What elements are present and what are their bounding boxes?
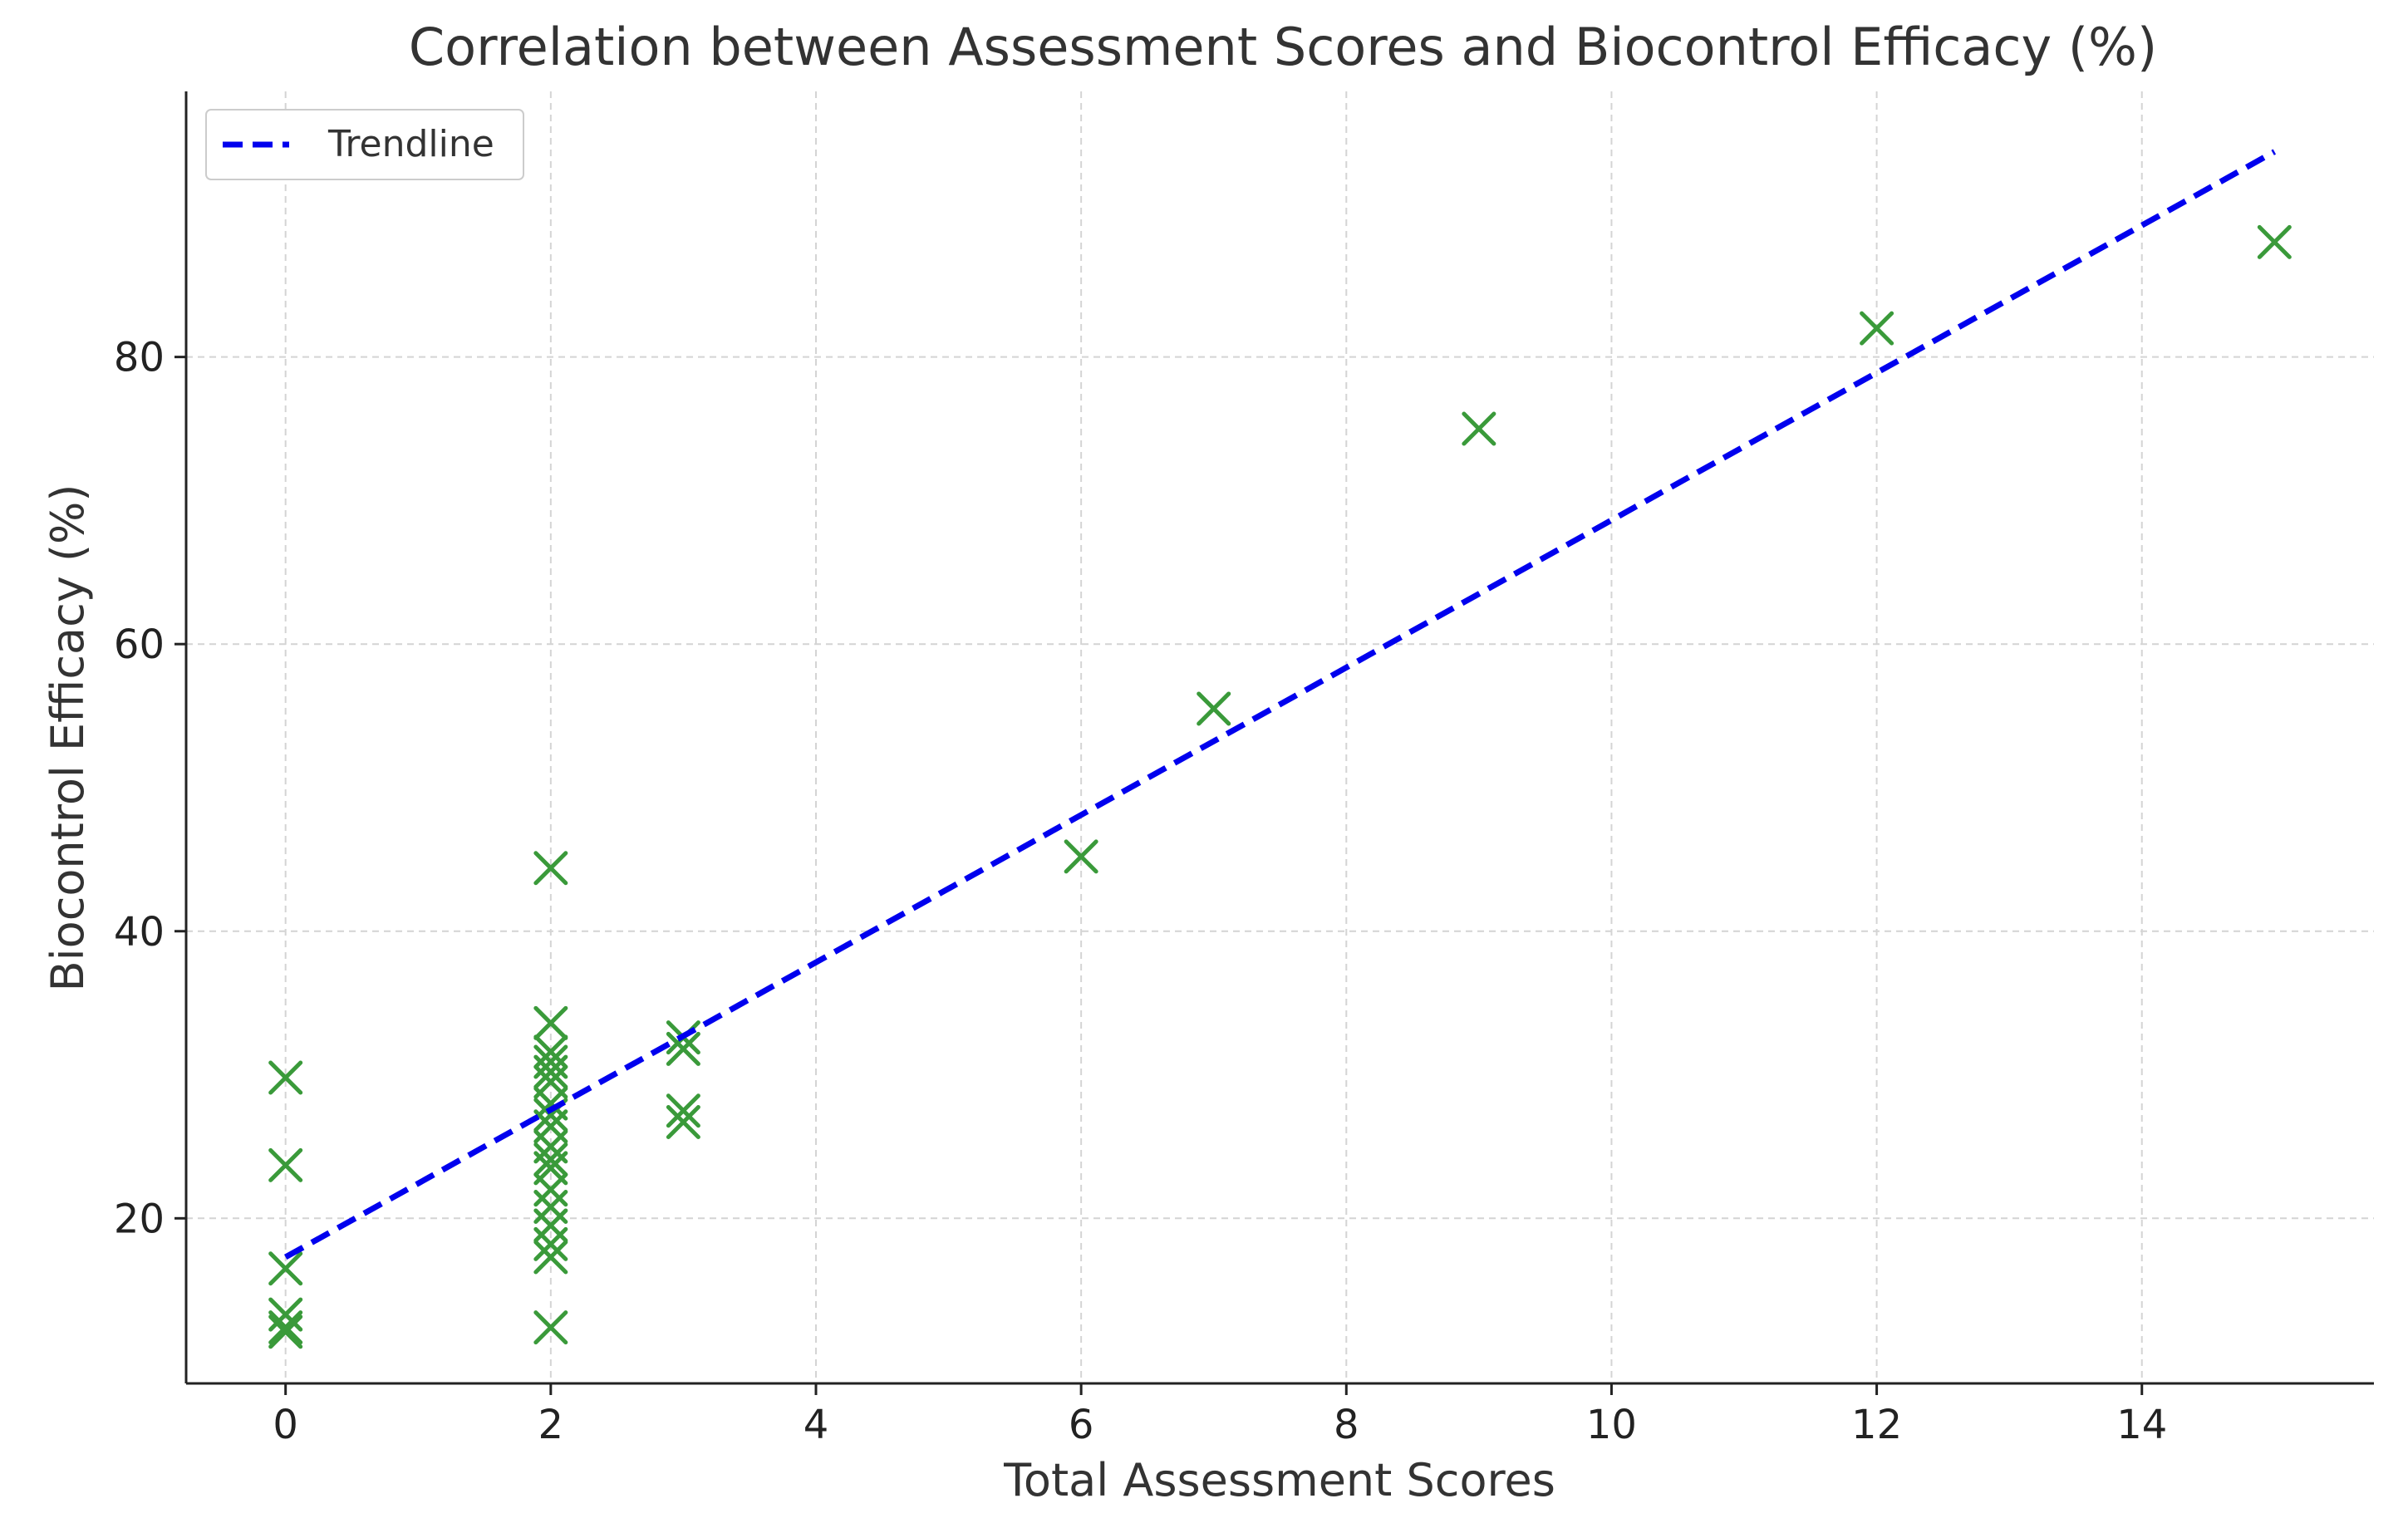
data-point bbox=[533, 851, 568, 886]
x-tick-label: 8 bbox=[1334, 1402, 1359, 1448]
data-point-stroke bbox=[533, 1226, 568, 1261]
data-point-stroke bbox=[533, 1086, 568, 1121]
data-point-stroke bbox=[268, 1147, 303, 1182]
data-point-stroke bbox=[533, 1310, 568, 1345]
legend-box bbox=[205, 109, 524, 180]
x-tick-label: 14 bbox=[2116, 1402, 2167, 1448]
data-point-stroke bbox=[1064, 839, 1098, 874]
y-tick-label: 60 bbox=[114, 621, 165, 668]
x-tick-label: 2 bbox=[538, 1402, 564, 1448]
data-point-stroke bbox=[1197, 691, 1231, 726]
data-point bbox=[666, 1031, 700, 1066]
ticks: 0 2 4 6 8 10 12 14 20 40 60 80 bbox=[114, 335, 2167, 1448]
data-point bbox=[533, 1086, 568, 1121]
x-tick-label: 6 bbox=[1069, 1402, 1094, 1448]
trendline bbox=[283, 149, 2277, 1260]
data-point bbox=[268, 1251, 303, 1286]
x-tick-label: 10 bbox=[1586, 1402, 1637, 1448]
data-point bbox=[1860, 311, 1894, 346]
data-point-stroke bbox=[1860, 311, 1894, 346]
data-point-stroke bbox=[533, 1054, 568, 1089]
y-axis-label: Biocontrol Efficacy (%) bbox=[42, 484, 94, 992]
data-point bbox=[268, 1310, 303, 1345]
grid-lines bbox=[186, 91, 2374, 1383]
data-point bbox=[1462, 411, 1496, 446]
y-tick-label: 80 bbox=[114, 335, 165, 381]
data-point-stroke bbox=[533, 1142, 568, 1177]
data-point bbox=[268, 1060, 303, 1095]
data-point-stroke bbox=[666, 1105, 700, 1140]
data-point bbox=[533, 1005, 568, 1040]
data-point-stroke bbox=[533, 1172, 568, 1207]
data-point-stroke bbox=[268, 1310, 303, 1345]
data-point bbox=[533, 1054, 568, 1089]
data-point bbox=[1197, 691, 1231, 726]
data-point bbox=[533, 1172, 568, 1207]
data-point bbox=[2257, 224, 2292, 259]
legend-entry-trendline: Trendline bbox=[327, 123, 494, 165]
data-point-stroke bbox=[268, 1251, 303, 1286]
data-point bbox=[666, 1105, 700, 1140]
y-tick-label: 20 bbox=[114, 1196, 165, 1242]
x-axis-label: Total Assessment Scores bbox=[1003, 1454, 1555, 1506]
data-point-stroke bbox=[268, 1060, 303, 1095]
x-tick-label: 4 bbox=[803, 1402, 829, 1448]
data-point-stroke bbox=[268, 1314, 303, 1349]
data-point-stroke bbox=[666, 1031, 700, 1066]
legend: Trendline bbox=[205, 109, 524, 180]
data-point-stroke bbox=[533, 851, 568, 886]
data-point-stroke bbox=[533, 1005, 568, 1040]
axes bbox=[184, 91, 2374, 1385]
data-point-stroke bbox=[666, 1093, 700, 1128]
data-point bbox=[533, 1142, 568, 1177]
data-point-stroke bbox=[1462, 411, 1496, 446]
data-point bbox=[1064, 839, 1098, 874]
x-tick-label: 12 bbox=[1851, 1402, 1902, 1448]
data-point bbox=[533, 1226, 568, 1261]
data-point bbox=[666, 1093, 700, 1128]
data-point bbox=[533, 1310, 568, 1345]
data-point bbox=[268, 1147, 303, 1182]
data-point-stroke bbox=[533, 1240, 568, 1275]
series bbox=[268, 149, 2292, 1349]
data-point bbox=[268, 1314, 303, 1349]
chart-title: Correlation between Assessment Scores an… bbox=[409, 17, 2157, 77]
data-point-stroke bbox=[2257, 224, 2292, 259]
data-point bbox=[533, 1240, 568, 1275]
x-tick-label: 0 bbox=[273, 1402, 298, 1448]
y-tick-label: 40 bbox=[114, 909, 165, 956]
